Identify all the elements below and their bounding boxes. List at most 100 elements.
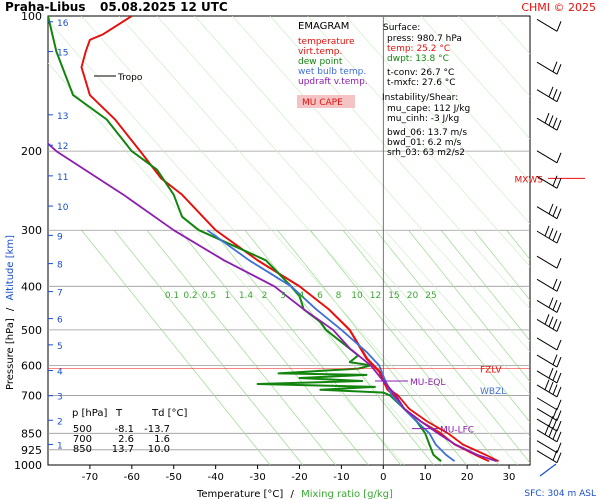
instability-heading: Instability/Shear: <box>382 93 458 103</box>
mixing-ratio-label: 4 <box>299 291 305 301</box>
pressure-tick-label: 1000 <box>14 459 42 472</box>
x-tick-label: -20 <box>291 472 307 483</box>
altitude-tick-label: 1 <box>57 441 63 451</box>
barb-feather <box>556 302 562 313</box>
dry-adiabat <box>232 16 530 353</box>
table-cell: 500 <box>73 424 92 435</box>
mixing-ratio-line <box>113 230 304 465</box>
wind-barb <box>536 367 562 384</box>
wbzl-label: WBZL <box>480 387 506 397</box>
barb-feather <box>556 281 562 292</box>
barb-feather <box>552 299 558 311</box>
barb-feather <box>548 416 554 427</box>
barb-feather <box>548 228 554 239</box>
altitude-tick-label: 16 <box>57 19 69 29</box>
barb-feather <box>552 370 558 381</box>
dry-adiabat <box>458 16 530 97</box>
wind-barb <box>536 354 562 368</box>
barb-feather <box>556 399 562 410</box>
barb-staff <box>536 370 558 384</box>
barb-staff <box>536 89 558 103</box>
barb-feather <box>552 206 558 217</box>
table-header: T <box>115 408 123 419</box>
barb-feather <box>556 420 562 432</box>
mixing-ratio-label: 20 <box>407 291 419 301</box>
x-tick-label: 10 <box>419 472 432 483</box>
series-updraft-v-temp- <box>48 142 497 463</box>
barb-feather <box>556 63 562 75</box>
barb-feather <box>552 429 558 440</box>
levels-table: p [hPa] T Td [°C] 500 -8.1 -13.7 700 2.6 1.6 850 1… <box>72 408 188 455</box>
pressure-tick-label: 400 <box>21 280 42 293</box>
x-tick-label: -50 <box>166 472 182 483</box>
pressure-tick-label: 850 <box>21 427 42 440</box>
x-tick-label: 20 <box>461 472 474 483</box>
barb-staff <box>536 429 558 443</box>
wind-barb <box>536 18 562 32</box>
barb-feather <box>556 21 562 32</box>
annotations: Tropo MXWS FZLV MU-EQL WBZL MU-LFC <box>48 73 585 436</box>
barb-feather <box>548 316 554 327</box>
barb-feather <box>556 152 562 163</box>
table-cell: 1.6 <box>154 434 170 445</box>
pressure-tick-label: 200 <box>21 145 42 158</box>
wind-barb <box>536 86 562 103</box>
mixing-ratio-line <box>310 230 500 465</box>
dry-adiabat <box>156 16 530 438</box>
mixing-ratio-line <box>408 230 530 383</box>
dry-adiabat <box>307 16 530 267</box>
table-header: Td [°C] <box>151 408 188 419</box>
sfc-barb <box>539 463 557 477</box>
y-label-pressure: Pressure [hPa] <box>5 318 16 390</box>
mixing-ratio-line <box>342 230 530 464</box>
barb-staff <box>536 384 558 398</box>
dry-adiabat <box>81 16 480 465</box>
barb-staff <box>536 397 558 411</box>
barb-feather <box>552 230 558 241</box>
table-cell: 2.6 <box>118 434 134 445</box>
instability-line: bwd_01: 6.2 m/s <box>387 138 462 148</box>
wind-barb <box>536 397 562 411</box>
dry-adiabat <box>119 16 518 465</box>
instability-line: mu_cape: 112 J/kg <box>387 104 470 114</box>
mixing-ratio-label: 10 <box>351 291 363 301</box>
altitude-tick-label: 9 <box>57 232 63 242</box>
altitude-tick-label: 3 <box>57 393 63 403</box>
mu-lfc-label: MU-LFC <box>440 426 474 436</box>
altitude-tick-label: 13 <box>57 112 68 122</box>
barb-feather <box>548 381 554 393</box>
mixing-ratio-label: 3 <box>280 291 286 301</box>
barb-feather <box>556 452 562 463</box>
wind-barb <box>536 150 562 164</box>
altitude-tick-label: 4 <box>57 368 63 378</box>
barb-feather <box>548 86 554 98</box>
barb-feather <box>544 424 550 435</box>
wind-barb <box>536 424 562 443</box>
barb-feather <box>548 115 554 126</box>
x-tick-label: 30 <box>503 472 516 483</box>
altitude-tick-label: 15 <box>57 49 68 59</box>
mixing-ratio-label: 1.4 <box>239 291 254 301</box>
wind-barb <box>536 407 562 421</box>
barb-feather <box>552 318 558 330</box>
wind-barb <box>536 314 562 332</box>
mu-cape-badge: MU CAPE <box>302 98 343 108</box>
barb-feather <box>544 379 550 390</box>
barb-staff <box>536 418 558 432</box>
altitude-tick-label: 7 <box>57 289 63 299</box>
barb-feather <box>544 314 550 325</box>
barb-feather <box>556 232 562 244</box>
barb-staff <box>536 175 558 189</box>
barb-feather <box>548 367 554 379</box>
mixing-ratio-label: 12 <box>370 291 381 301</box>
mixing-ratio-label: 1 <box>225 291 231 301</box>
mixing-ratio-label: 0.5 <box>202 291 216 301</box>
mu-cape-badge-bg <box>297 95 355 108</box>
altitude-tick-label: 12 <box>57 142 68 152</box>
instability-line: bwd_06: 13.7 m/s <box>387 128 467 138</box>
pressure-tick-label: 925 <box>21 444 42 457</box>
sfc-label: SFC: 304 m ASL <box>524 489 596 499</box>
barb-feather <box>556 257 562 269</box>
x-tick-label: -30 <box>249 472 265 483</box>
altitude-tick-label: 11 <box>57 173 68 183</box>
